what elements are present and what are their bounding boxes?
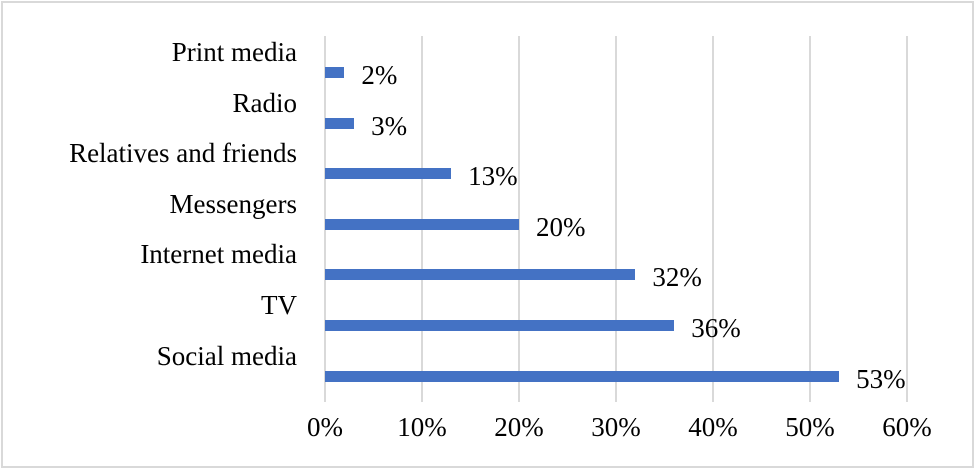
category-label: Messengers	[169, 189, 297, 219]
value-label: 3%	[371, 111, 408, 141]
gridline	[615, 36, 617, 402]
category-label: Internet media	[140, 239, 297, 269]
x-tick-label: 20%	[494, 412, 544, 442]
bar	[325, 118, 355, 129]
bar	[325, 219, 519, 230]
category-label: TV	[261, 290, 297, 320]
value-label: 20%	[536, 212, 586, 242]
x-tick-label: 50%	[785, 412, 835, 442]
value-label: 36%	[691, 313, 741, 343]
category-label: Relatives and friends	[69, 138, 297, 168]
category-label: Radio	[232, 88, 298, 118]
bar	[325, 320, 675, 331]
x-tick-label: 0%	[307, 412, 343, 442]
value-label: 2%	[361, 60, 398, 90]
gridline	[809, 36, 811, 402]
x-tick-label: 60%	[882, 412, 932, 442]
bar	[325, 67, 345, 78]
gridline	[712, 36, 714, 402]
bar	[325, 168, 452, 179]
value-label: 32%	[652, 262, 702, 292]
bar	[325, 269, 636, 280]
x-tick-label: 30%	[591, 412, 641, 442]
value-label: 13%	[468, 161, 518, 191]
gridline	[518, 36, 520, 402]
category-label: Print media	[171, 37, 297, 67]
category-label: Social media	[156, 341, 297, 371]
bar	[325, 371, 840, 382]
gridline	[906, 36, 908, 402]
x-tick-label: 40%	[688, 412, 738, 442]
value-label: 53%	[856, 364, 906, 394]
x-tick-label: 10%	[397, 412, 447, 442]
